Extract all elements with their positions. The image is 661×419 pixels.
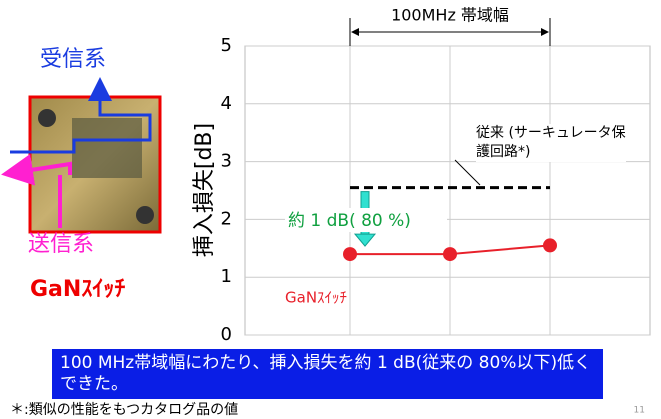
tx-arrow	[1, 153, 72, 186]
band-label: 100MHz 帯域幅	[391, 6, 509, 25]
y-tick-label: 2	[221, 208, 232, 229]
y-tick-label: 0	[221, 324, 232, 345]
callout: 100 MHz帯域幅にわたり、挿入損失を約 1 dB(従来の 80%以下)低くで…	[52, 349, 603, 399]
improvement-label: 約 1 dB( 80 %)	[288, 211, 411, 231]
footnote: ＊:類似の性能をもつカタログ品の値	[10, 402, 238, 418]
band-label-bg	[375, 5, 525, 27]
y-tick-label: 1	[221, 266, 232, 287]
series-label: GaNｽｲｯﾁ	[285, 289, 347, 307]
point	[543, 238, 557, 253]
device-label: GaNｽｲｯﾁ	[30, 277, 125, 302]
improvement-arrow-head	[353, 233, 377, 247]
legacy-label: 従来 (サーキュレータ保護回路*)	[476, 124, 626, 162]
leader	[454, 159, 481, 186]
rx-arrow	[10, 77, 152, 154]
screw	[136, 206, 154, 224]
tx-label: 送信系	[28, 232, 94, 257]
y-tick-label: 3	[221, 151, 232, 172]
point	[343, 247, 357, 262]
die	[72, 118, 142, 178]
y-tick-label: 4	[221, 93, 232, 114]
y-tick-label: 5	[221, 35, 232, 56]
page-number: 11	[634, 406, 645, 416]
y-axis-label: 挿入損失[dB]	[192, 123, 217, 257]
point	[443, 247, 457, 262]
screw	[38, 109, 56, 127]
improvement-label-bg	[285, 208, 447, 232]
rx-label: 受信系	[40, 47, 106, 72]
